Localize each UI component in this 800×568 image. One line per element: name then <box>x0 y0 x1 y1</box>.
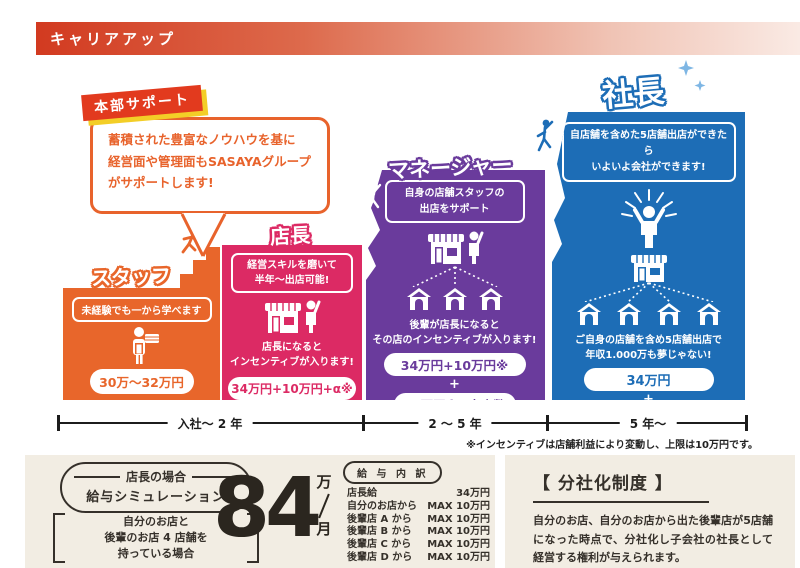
hq-support-bubble: 蓄積された豊富なノウハウを基に 経営面や管理面もSASAYAグループ がサポート… <box>90 117 330 214</box>
staff-person-icon <box>132 327 159 364</box>
spinoff-title: 【 分社化制度 】 <box>533 469 709 503</box>
timeline-tick <box>362 415 365 431</box>
stair-step <box>206 247 220 261</box>
simulation-badge: 店長の場合 給与シミュレーション <box>60 462 252 513</box>
timeline-label-3: 5 年〜 <box>619 415 677 432</box>
salary-breakdown: 給 与 内 訳 店長給 34万円 自分のお店から MAX 10万円 後輩店 A から… <box>343 461 490 565</box>
stage-manager-salary1: 34万円+10万円※ <box>383 353 526 376</box>
per-slash <box>318 493 330 519</box>
stage-president: 自店舗を含めた5店舗出店ができたら いよいよ会社ができます! <box>552 112 745 400</box>
house-icon <box>478 288 503 310</box>
tenure-timeline: 入社〜 2 年 2 〜 5 年 5 年〜 ※インセンティブは店舗利益により変動し… <box>0 408 800 454</box>
timeline-tick <box>745 415 748 431</box>
breakdown-row: 後輩店 B から MAX 10万円 <box>347 526 490 538</box>
climber-icon <box>366 183 382 211</box>
branch-connector-lines <box>412 266 497 287</box>
house-icon <box>696 303 721 325</box>
breakdown-row: 後輩店 A から MAX 10万円 <box>347 513 490 525</box>
stage-staff-salary: 30万〜32万円 <box>89 369 194 394</box>
store-icon <box>630 255 667 282</box>
breakdown-row: 店長給 34万円 <box>347 488 490 499</box>
stage-president-note: ご自身の店舗を含め5店舗出店で 年収1.000万も夢じゃない! <box>575 335 722 361</box>
sparkle-icon <box>678 60 706 91</box>
breakdown-row: 後輩店 D から MAX 10万円 <box>347 551 490 563</box>
timeline-label-1: 入社〜 2 年 <box>167 415 253 432</box>
incentive-note: ※インセンティブは店舗利益により変動し、上限は10万円です。 <box>466 440 758 451</box>
climber-icon <box>536 119 554 152</box>
stage-staff-feature: 未経験でも一から学べます <box>71 297 212 322</box>
spinoff-panel: 【 分社化制度 】 自分のお店、自分のお店から出た後輩店が5店舗になった時点で、… <box>505 455 795 568</box>
stage-staff: スタッフ 未経験でも一から学べます 30万〜32万円 <box>63 264 220 400</box>
simulation-condition: 自分のお店と 後輩のお店 4 店舗を 持っている場合 <box>53 513 259 563</box>
breakdown-title: 給 与 内 訳 <box>343 461 443 484</box>
page-title: キャリアアップ <box>50 30 177 48</box>
stage-manager-salary2: 10万円※×出店数 <box>393 393 516 400</box>
stage-manager-feature: 自身の店舗スタッフの 出店をサポート <box>384 180 525 223</box>
breakdown-row: 後輩店 C から MAX 10万円 <box>347 539 490 551</box>
unit-man: 万 <box>316 473 332 491</box>
store-and-person-icon <box>265 300 321 333</box>
house-icon <box>576 303 601 325</box>
stage-tencho-title: 店長 <box>269 222 311 250</box>
simulation-amount: 84 <box>213 461 322 556</box>
stage-president-salary1: 34万円 <box>583 368 714 391</box>
timeline-tick <box>57 415 60 431</box>
stage-manager-note: 後輩が店長になると その店のインセンティブが入ります! <box>372 320 537 346</box>
stage-tencho-feature: 経営スキルを磨いて 半年〜出店可能! <box>231 253 353 293</box>
house-icon <box>656 303 681 325</box>
stage-president-title: 社長 <box>600 73 666 115</box>
plus-sign: + <box>449 377 460 392</box>
stage-tencho-salary: 34万円+10万円+α※ <box>228 377 356 400</box>
simulation-badge-line1: 店長の場合 <box>126 470 187 484</box>
stage-tencho: 店長 経営スキルを磨いて 半年〜出店可能! 店長になると インセンティブが入りま… <box>222 223 362 400</box>
timeline-tick <box>546 415 549 431</box>
timeline-axis <box>58 422 748 424</box>
hq-support-tag: 本部サポート <box>81 84 203 122</box>
speech-bubble-tail <box>180 213 227 257</box>
unit-month: 月 <box>316 520 332 538</box>
simulation-badge-line2: 給与シミュレーション <box>86 490 226 505</box>
cheering-person-icon <box>620 189 677 248</box>
stage-tencho-note: 店長になると インセンティブが入ります! <box>230 342 354 368</box>
stage-manager: 自身の店舗スタッフの 出店をサポート <box>366 170 545 400</box>
spinoff-body: 自分のお店、自分のお店から出た後輩店が5店舗になった時点で、分社化し子会社の社長… <box>533 514 773 565</box>
salary-simulation-panel: 店長の場合 給与シミュレーション 自分のお店と 後輩のお店 4 店舗を 持ってい… <box>25 455 495 568</box>
plus-sign: + <box>643 392 654 407</box>
branch-connector-lines <box>584 282 713 302</box>
breakdown-row: 自分のお店から MAX 10万円 <box>347 500 490 512</box>
store-and-person-icon <box>427 231 483 264</box>
house-icon <box>442 288 467 310</box>
header-bar: キャリアアップ <box>36 22 800 55</box>
hq-support-text: 蓄積された豊富なノウハウを基に 経営面や管理面もSASAYAグループ がサポート… <box>108 132 311 190</box>
stage-staff-title: スタッフ <box>90 263 172 291</box>
stage-president-feature: 自店舗を含めた5店舗出店ができたら いよいよ会社ができます! <box>561 122 736 182</box>
timeline-label-2: 2 〜 5 年 <box>418 415 492 432</box>
stair-step <box>193 260 220 275</box>
simulation-unit: 万 月 <box>313 475 335 537</box>
stair-step <box>180 274 220 290</box>
house-icon <box>406 288 431 310</box>
house-icon <box>616 303 641 325</box>
